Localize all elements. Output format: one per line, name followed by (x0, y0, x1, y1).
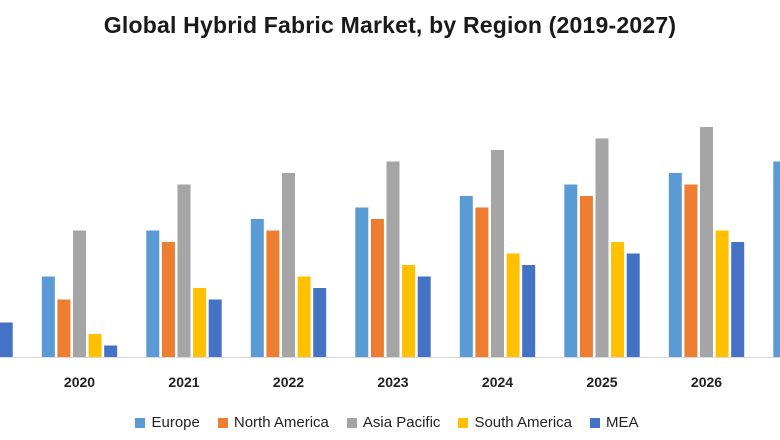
bar-mea-2026 (731, 242, 745, 357)
bar-south-america-2020 (88, 334, 102, 357)
x-tick-label-2026: 2026 (691, 374, 722, 390)
bar-europe-2024 (459, 196, 473, 357)
x-tick-label-2021: 2021 (168, 374, 199, 390)
bar-north-america-2023 (370, 219, 384, 357)
legend-swatch-asia-pacific (346, 417, 357, 428)
legend-label-asia-pacific: Asia Pacific (362, 414, 441, 431)
bar-north-america-2020 (57, 299, 71, 357)
legend-label-mea: MEA (606, 414, 639, 431)
legend-item-mea: MEA (590, 414, 639, 431)
bar-mea-2025 (626, 253, 640, 357)
bar-north-america-2026 (684, 184, 698, 357)
bar-europe-2025 (564, 184, 578, 357)
bar-asia-pacific-2021 (177, 184, 191, 357)
bar-asia-pacific-2022 (282, 173, 295, 357)
x-tick-label-2020: 2020 (64, 374, 95, 390)
bar-south-america-2024 (506, 253, 520, 357)
x-tick-label-2023: 2023 (377, 374, 408, 390)
bar-mea-2024 (522, 265, 536, 357)
x-tick-label-2025: 2025 (586, 374, 617, 390)
bar-asia-pacific-2023 (386, 161, 400, 357)
legend-item-south-america: South America (458, 414, 572, 431)
bar-europe-2022 (250, 219, 264, 357)
bar-asia-pacific-2026 (700, 127, 713, 357)
legend-swatch-europe (135, 417, 146, 428)
bar-europe-2027 (773, 161, 780, 357)
legend-label-south-america: South America (474, 414, 572, 431)
bar-asia-pacific-2025 (595, 138, 609, 357)
bar-south-america-2021 (193, 288, 207, 357)
bar-europe-2026 (668, 173, 682, 357)
legend-swatch-north-america (217, 417, 228, 428)
x-tick-label-2022: 2022 (273, 374, 304, 390)
bar-mea-2021 (208, 299, 222, 357)
legend-swatch-mea (590, 417, 600, 428)
bar-north-america-2022 (266, 230, 280, 357)
chart-title: Global Hybrid Fabric Market, by Region (… (103, 12, 677, 38)
bar-europe-2020 (41, 276, 55, 357)
bar-mea-2020 (104, 345, 118, 357)
bar-europe-2021 (146, 230, 160, 357)
bar-south-america-2026 (715, 230, 729, 357)
bar-south-america-2025 (611, 242, 625, 357)
legend-item-asia-pacific: Asia Pacific (346, 414, 441, 431)
legend-label-north-america: North America (233, 414, 329, 431)
bar-mea-2019 (0, 322, 13, 357)
x-tick-label-2024: 2024 (482, 374, 513, 390)
legend: Europe North America Asia Pacific South Ame… (0, 414, 780, 431)
bar-asia-pacific-2024 (491, 150, 504, 357)
legend-label-europe: Europe (151, 414, 200, 431)
legend-item-europe: Europe (135, 414, 200, 431)
bar-europe-2023 (355, 207, 369, 357)
bar-mea-2023 (417, 276, 431, 357)
bar-south-america-2022 (297, 276, 311, 357)
bar-mea-2022 (313, 288, 327, 357)
legend-swatch-south-america (458, 417, 469, 428)
bar-north-america-2024 (475, 207, 489, 357)
bar-south-america-2023 (402, 265, 416, 357)
bar-north-america-2021 (161, 242, 175, 357)
bar-asia-pacific-2020 (73, 230, 86, 357)
legend-item-north-america: North America (217, 414, 329, 431)
bar-north-america-2025 (579, 196, 593, 357)
